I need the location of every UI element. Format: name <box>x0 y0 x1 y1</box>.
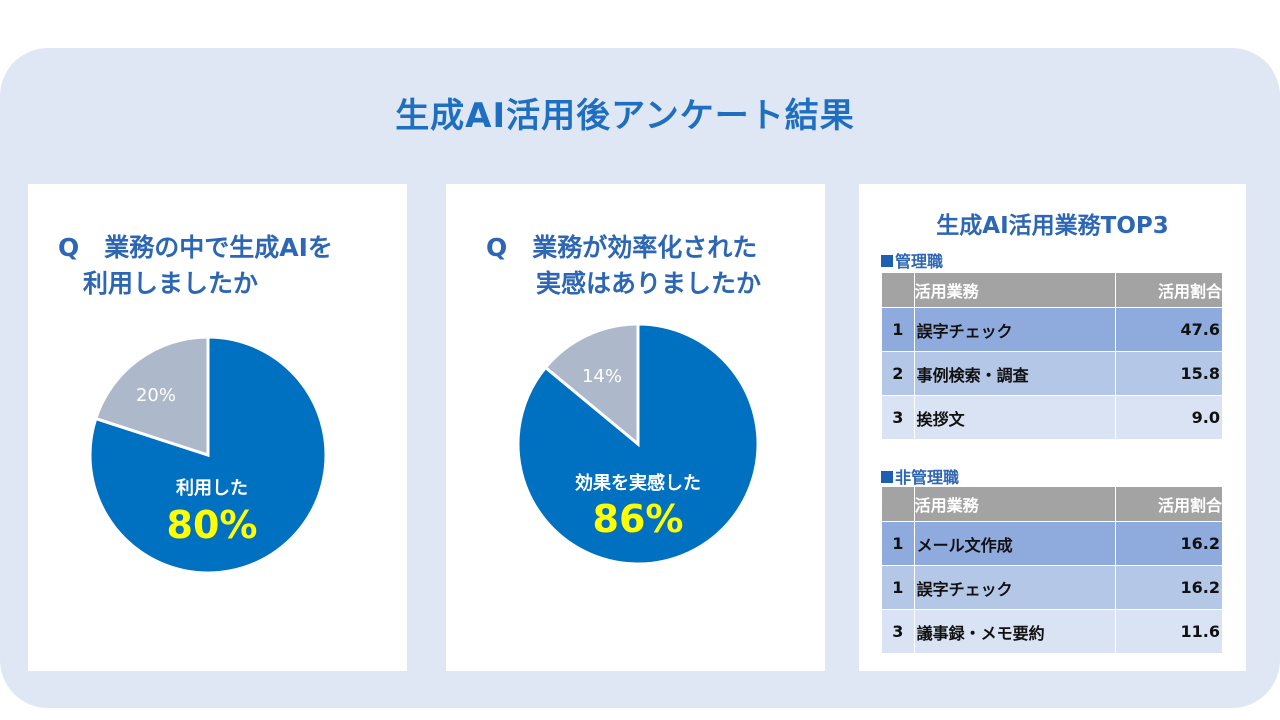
header-task: 活用業務 <box>913 486 1116 522</box>
table-header-row: 活用業務 活用割合 <box>881 486 1224 522</box>
rank-cell: 2 <box>881 351 915 396</box>
major-slice-label: 効果を実感した <box>575 472 701 494</box>
rate-cell: 47.6 <box>1114 307 1224 352</box>
task-cell: 誤字チェック <box>913 307 1116 352</box>
question-line-2: 実感はありましたか <box>486 269 762 298</box>
task-cell: 誤字チェック <box>913 565 1116 610</box>
rank-cell: 3 <box>881 609 915 654</box>
major-slice-value: 80% <box>167 503 258 547</box>
page-title: 生成AI活用後アンケート結果 <box>395 96 855 136</box>
table-row: 3 挨拶文 9.0 <box>881 395 1224 440</box>
task-cell: 議事録・メモ要約 <box>913 609 1116 654</box>
rate-cell: 9.0 <box>1114 395 1224 440</box>
rate-cell: 15.8 <box>1114 351 1224 396</box>
rate-cell: 16.2 <box>1114 565 1224 610</box>
rate-cell: 16.2 <box>1114 521 1224 566</box>
minor-slice-label: 14% <box>582 366 622 387</box>
task-cell: 事例検索・調査 <box>913 351 1116 396</box>
pie-chart-effect: 14% 効果を実感した 86% <box>516 322 760 566</box>
top3-panel: 生成AI活用業務TOP3 管理職 活用業務 活用割合 1 誤字チェック 47.6… <box>859 184 1246 671</box>
pie-slice-1 <box>93 335 210 458</box>
header-rate: 活用割合 <box>1114 486 1224 522</box>
table-header-row: 活用業務 活用割合 <box>881 272 1224 308</box>
rank-cell: 3 <box>881 395 915 440</box>
table-row: 1 誤字チェック 47.6 <box>881 307 1224 352</box>
pie-panel-usage: Q 業務の中で生成AIを 利用しましたか 20% 利用した 80% <box>28 184 407 671</box>
table-row: 1 メール文作成 16.2 <box>881 521 1224 566</box>
top3-table-managers: 活用業務 活用割合 1 誤字チェック 47.6 2 事例検索・調査 15.8 3… <box>881 272 1224 440</box>
table-row: 1 誤字チェック 16.2 <box>881 565 1224 610</box>
question-line-2: 利用しましたか <box>58 269 259 298</box>
rank-cell: 1 <box>881 307 915 352</box>
task-cell: 挨拶文 <box>913 395 1116 440</box>
question-usage: Q 業務の中で生成AIを 利用しましたか <box>58 230 333 302</box>
table-row: 3 議事録・メモ要約 11.6 <box>881 609 1224 654</box>
minor-slice-label: 20% <box>136 385 176 406</box>
section-label-non-managers: 非管理職 <box>881 464 959 488</box>
section-label-managers: 管理職 <box>881 248 943 272</box>
top3-title: 生成AI活用業務TOP3 <box>936 213 1169 239</box>
section-label-text: 非管理職 <box>895 468 960 487</box>
question-line-1: Q 業務の中で生成AIを <box>58 233 333 262</box>
square-bullet-icon <box>881 471 893 483</box>
header-rate: 活用割合 <box>1114 272 1224 308</box>
square-bullet-icon <box>881 255 893 267</box>
pie-slice-0 <box>88 335 328 575</box>
task-cell: メール文作成 <box>913 521 1116 566</box>
question-line-1: Q 業務が効率化された <box>486 233 758 262</box>
pie-chart-usage: 20% 利用した 80% <box>88 335 328 575</box>
top3-table-non-managers: 活用業務 活用割合 1 メール文作成 16.2 1 誤字チェック 16.2 3 … <box>881 486 1224 654</box>
major-slice-value: 86% <box>593 497 684 541</box>
rate-cell: 11.6 <box>1114 609 1224 654</box>
header-task: 活用業務 <box>913 272 1116 308</box>
rank-cell: 1 <box>881 521 915 566</box>
pie-slice-1 <box>543 322 640 448</box>
question-effect: Q 業務が効率化された 実感はありましたか <box>486 230 761 302</box>
section-label-text: 管理職 <box>895 252 944 271</box>
header-rank <box>881 486 915 522</box>
pie-panel-effect: Q 業務が効率化された 実感はありましたか 14% 効果を実感した 86% <box>446 184 825 671</box>
rank-cell: 1 <box>881 565 915 610</box>
header-rank <box>881 272 915 308</box>
major-slice-label: 利用した <box>176 477 248 499</box>
table-row: 2 事例検索・調査 15.8 <box>881 351 1224 396</box>
